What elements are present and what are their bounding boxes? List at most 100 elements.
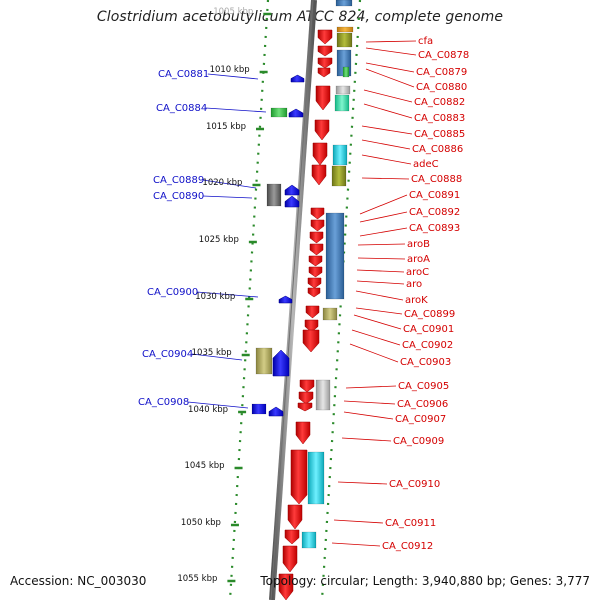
domain-box-steel (325, 212, 345, 300)
gene-arrow-forward (284, 184, 300, 196)
strand-rail (269, 0, 317, 600)
gene-arrow-reverse (308, 255, 323, 267)
topology-label: Topology: circular; Length: 3,940,880 bp… (260, 574, 590, 588)
gene-arrow-reverse (282, 545, 298, 573)
right-gene-leader (341, 437, 392, 442)
right-gene-leader (331, 542, 381, 547)
kbp-tick-label: 1055 kbp (177, 574, 217, 584)
right-gene-leader (365, 68, 415, 88)
gene-arrow-reverse (314, 119, 330, 141)
left-gene-label: CA_C0889 (153, 175, 204, 186)
left-gene-label: CA_C0884 (156, 103, 207, 114)
right-gene-label: CA_C0903 (400, 357, 451, 368)
right-gene-label: CA_C0886 (412, 144, 463, 155)
gene-arrow-reverse (309, 243, 324, 256)
domain-box-green (270, 107, 288, 118)
right-gene-label: CA_C0893 (409, 223, 460, 234)
gene-arrow-reverse (305, 305, 320, 319)
right-gene-label: CA_C0878 (418, 50, 469, 61)
left-gene-leader (207, 73, 259, 80)
right-gene-leader (359, 211, 408, 223)
right-gene-label: CA_C0907 (395, 414, 446, 425)
gene-arrow-reverse (317, 45, 333, 57)
gene-arrow-reverse (298, 391, 314, 405)
gene-arrow-reverse (278, 573, 294, 600)
right-gene-label: CA_C0879 (416, 67, 467, 78)
gene-arrow-reverse (297, 402, 313, 412)
gene-arrow-reverse (299, 379, 315, 393)
right-gene-leader (337, 481, 388, 485)
right-gene-leader (363, 89, 413, 103)
right-gene-label: CA_C0906 (397, 399, 448, 410)
right-gene-label: aro (406, 279, 422, 290)
domain-box-cyan (332, 144, 348, 166)
gene-arrow-reverse (311, 164, 327, 186)
gene-arrow-forward (278, 295, 293, 304)
right-gene-label: CA_C0882 (414, 97, 465, 108)
right-gene-leader (355, 307, 403, 315)
left-gene-leader (205, 107, 267, 113)
kbp-tick-label: 1005 kbp (213, 7, 253, 17)
left-tick-track (228, 0, 270, 600)
left-gene-label: CA_C0890 (153, 191, 204, 202)
right-gene-label: CA_C0892 (409, 207, 460, 218)
kbp-tick-label: 1020 kbp (202, 178, 242, 188)
domain-box-orange (336, 26, 354, 33)
right-gene-leader (356, 269, 405, 273)
gene-arrow-reverse (304, 319, 319, 333)
right-gene-leader (359, 194, 408, 215)
left-gene-leader (191, 353, 243, 361)
right-gene-label: CA_C0905 (398, 381, 449, 392)
domain-box-olive (336, 32, 353, 48)
right-gene-label: CA_C0911 (385, 518, 436, 529)
right-gene-leader (359, 227, 408, 237)
gene-arrow-reverse (317, 67, 331, 78)
domain-box-tan (255, 347, 273, 375)
kbp-tick-label: 1035 kbp (192, 348, 232, 358)
left-gene-leader (202, 195, 253, 199)
gene-arrow-forward (288, 108, 304, 118)
right-gene-label: adeC (413, 159, 439, 170)
right-gene-leader (361, 125, 413, 135)
accession-label: Accession: NC_003030 (10, 574, 147, 588)
domain-box-olive (331, 165, 347, 187)
right-gene-label: CA_C0901 (403, 324, 454, 335)
right-gene-leader (361, 139, 411, 150)
right-gene-label: CA_C0899 (404, 309, 455, 320)
right-gene-label: aroB (407, 239, 430, 250)
gene-arrow-reverse (308, 266, 323, 278)
kbp-tick-label: 1045 kbp (184, 461, 224, 471)
right-gene-leader (343, 400, 396, 405)
right-gene-label: CA_C0912 (382, 541, 433, 552)
right-gene-label: CA_C0910 (389, 479, 440, 490)
right-gene-leader (353, 314, 402, 330)
left-gene-label: CA_C0900 (147, 287, 198, 298)
domain-box-mint (334, 94, 350, 112)
gene-arrow-reverse (310, 219, 325, 232)
kbp-tick-label: 1030 kbp (195, 292, 235, 302)
gene-arrow-reverse (312, 142, 328, 166)
gene-arrow-forward (268, 406, 284, 417)
right-gene-leader (357, 243, 406, 246)
kbp-tick-label: 1010 kbp (210, 65, 250, 75)
right-gene-leader (333, 519, 384, 524)
domain-box-cyan (301, 531, 317, 549)
right-gene-leader (345, 385, 397, 389)
right-gene-label: aroK (405, 295, 428, 306)
left-gene-label: CA_C0904 (142, 349, 193, 360)
right-gene-leader (356, 280, 405, 285)
gene-arrow-reverse (307, 277, 322, 289)
gene-arrow-reverse (295, 421, 311, 445)
gene-arrow-reverse (317, 29, 333, 45)
right-gene-label: CA_C0909 (393, 436, 444, 447)
kbp-tick-label: 1040 kbp (188, 405, 228, 415)
gene-arrow-reverse (309, 231, 324, 244)
domain-box-lightgray (335, 85, 351, 95)
gene-arrow-reverse (307, 287, 321, 298)
right-gene-label: CA_C0888 (411, 174, 462, 185)
gene-arrow-reverse (315, 85, 331, 111)
domain-box-blue (251, 403, 267, 415)
left-gene-label: CA_C0908 (138, 397, 189, 408)
domain-box-steel (335, 0, 353, 7)
